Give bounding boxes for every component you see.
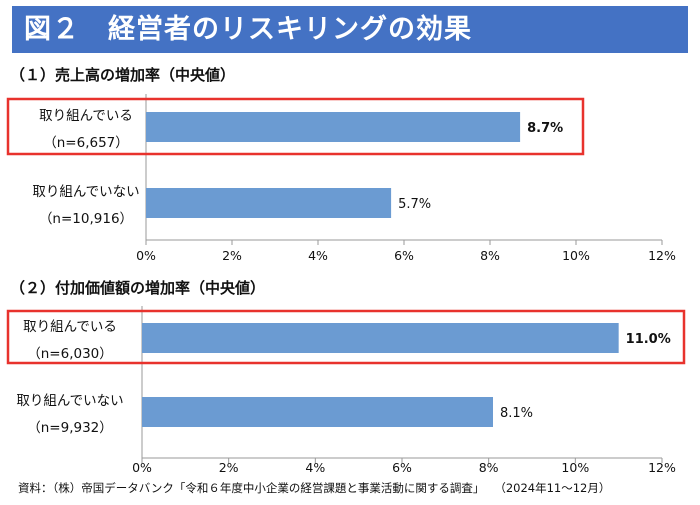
x-tick-label: 4% <box>305 460 325 475</box>
chart-1-title: （１）売上高の増加率（中央値） <box>10 66 236 84</box>
bar <box>142 323 619 353</box>
source-period: （2024年11～12月） <box>494 481 611 495</box>
chart-2: 0% 2% 4% 6% 8% 10% 12% 11.0% 取り組んでいる （n=6,030） 8.1… <box>6 306 686 475</box>
x-tick-label: 12% <box>648 460 676 475</box>
x-tick-label: 10% <box>561 460 589 475</box>
bar-value-label: 8.1% <box>500 406 533 421</box>
chart-1: 0% 2% 4% 6% 8% 10% 12% 8.7% 取り組んでいる （n=6,657） 5.7%… <box>6 94 676 263</box>
x-tick-label: 0% <box>136 248 156 263</box>
sample-size-label: （n=6,030） <box>27 346 113 362</box>
x-tick-label: 10% <box>562 248 590 263</box>
figure-title: 図２ 経営者のリスキリングの効果 <box>12 6 688 53</box>
bar <box>146 188 392 218</box>
source-label: 資料：（株）帝国データバンク「令和６年度中小企業の経営課題と事業活動に関する調査… <box>18 481 485 495</box>
chart-2-title: （２）付加価値額の増加率（中央値） <box>10 279 266 297</box>
category-label: 取り組んでいない <box>32 184 139 200</box>
x-tick-label: 4% <box>308 248 328 263</box>
x-tick-label: 8% <box>479 460 499 475</box>
category-label: 取り組んでいる <box>39 108 133 124</box>
x-tick-label: 6% <box>392 460 412 475</box>
x-tick-label: 2% <box>219 460 239 475</box>
category-label: 取り組んでいる <box>23 319 117 335</box>
category-label: 取り組んでいない <box>16 393 123 409</box>
x-tick-label: 12% <box>648 248 676 263</box>
sample-size-label: （n=6,657） <box>43 135 129 151</box>
bar-value-label: 11.0% <box>626 332 671 347</box>
bar <box>146 112 521 142</box>
highlight-frame <box>6 309 686 365</box>
bar-value-label: 5.7% <box>398 197 431 212</box>
x-tick-label: 8% <box>480 248 500 263</box>
x-tick-label: 2% <box>222 248 242 263</box>
bar-value-label: 8.7% <box>527 121 563 136</box>
source-note: 資料：（株）帝国データバンク「令和６年度中小企業の経営課題と事業活動に関する調査… <box>18 480 610 496</box>
sample-size-label: （n=9,932） <box>27 420 113 436</box>
bar <box>142 397 493 427</box>
x-tick-label: 6% <box>394 248 414 263</box>
sample-size-label: （n=10,916） <box>39 211 133 227</box>
highlight-frame <box>6 97 585 156</box>
x-tick-label: 0% <box>132 460 152 475</box>
